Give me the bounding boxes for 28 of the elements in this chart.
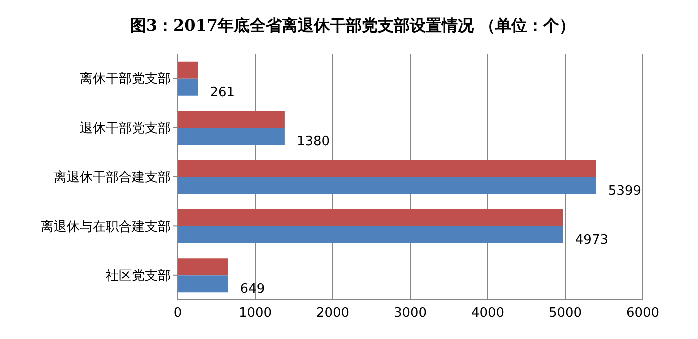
bar — [178, 111, 285, 128]
x-tick-label: 3000 — [394, 306, 428, 322]
y-tick-label: 离退休与在职合建支部 — [41, 218, 171, 235]
chart-title: 图3：2017年底全省离退休干部党支部设置情况 （单位：个） — [129, 15, 577, 37]
data-label: 1380 — [296, 134, 330, 150]
bar — [178, 62, 198, 79]
y-tick-label: 社区党支部 — [106, 269, 171, 284]
y-tick-label: 离休干部党支部 — [80, 71, 171, 88]
x-tick-label: 2000 — [316, 306, 350, 322]
x-tick-label: 5000 — [548, 306, 582, 322]
x-tick-label: 4000 — [471, 306, 505, 322]
x-tick-label: 0 — [174, 306, 182, 322]
y-tick-label: 退休干部党支部 — [80, 121, 171, 136]
bar — [178, 177, 596, 194]
x-tick-label: 1000 — [238, 306, 272, 322]
data-label: 649 — [240, 282, 266, 298]
bar — [178, 78, 198, 96]
y-tick-label: 离退休干部合建支部 — [54, 170, 171, 186]
bar — [178, 128, 285, 146]
data-label: 4973 — [575, 232, 608, 248]
bar — [178, 276, 228, 293]
data-label: 261 — [210, 85, 236, 100]
bar — [178, 160, 596, 178]
x-tick-label: 6000 — [626, 306, 660, 322]
bar — [178, 258, 228, 276]
bar — [178, 226, 564, 244]
bar — [178, 209, 564, 226]
data-label: 5399 — [608, 184, 642, 199]
